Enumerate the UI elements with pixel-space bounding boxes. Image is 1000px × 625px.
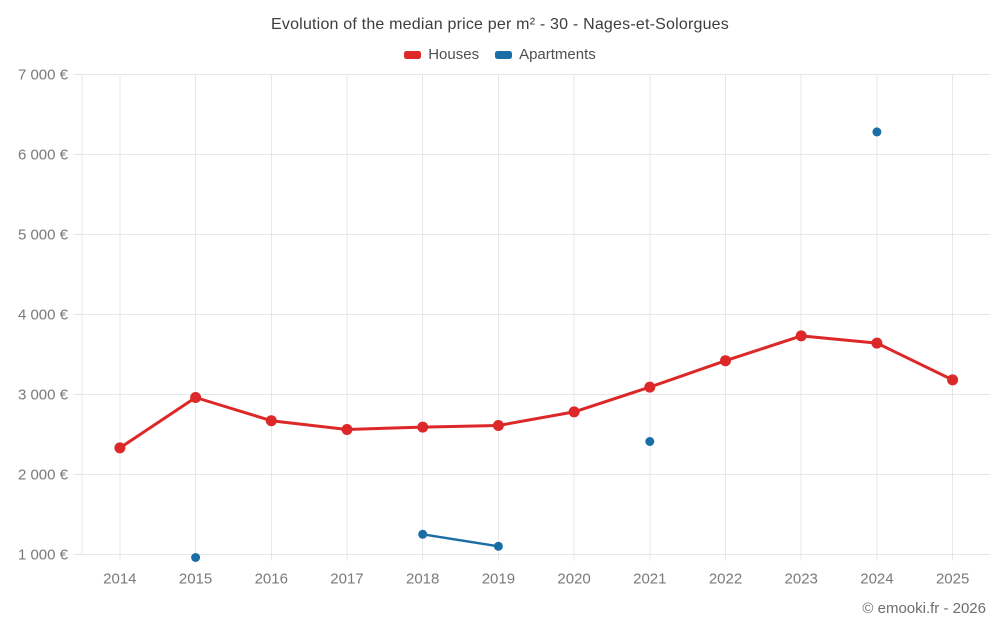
apartments-point-2019[interactable] — [493, 541, 503, 551]
houses-legend-label: Houses — [428, 46, 480, 63]
x-axis-tick-label: 2022 — [709, 571, 742, 588]
houses-point-2020[interactable] — [568, 406, 580, 418]
y-axis-tick-label: 5 000 € — [18, 227, 69, 244]
x-axis-tick-label: 2023 — [785, 571, 818, 588]
x-axis-tick-label: 2019 — [482, 571, 515, 588]
apartments-point-2021[interactable] — [645, 437, 655, 446]
apartments-legend-swatch-icon — [495, 50, 513, 59]
copyright-text: © emooki.fr - 2026 — [862, 600, 986, 617]
x-axis-tick-label: 2024 — [860, 571, 893, 588]
houses-point-2024[interactable] — [871, 337, 883, 349]
houses-point-2018[interactable] — [417, 421, 429, 433]
houses-point-2019[interactable] — [492, 420, 504, 431]
x-axis-tick-label: 2014 — [103, 571, 136, 588]
chart-title: Evolution of the median price per m² - 3… — [271, 16, 729, 33]
x-axis-tick-label: 2020 — [557, 571, 590, 588]
houses-point-2016[interactable] — [265, 415, 277, 427]
houses-series-line — [118, 334, 955, 450]
apartments-point-2024[interactable] — [872, 127, 882, 137]
houses-legend-swatch-icon — [404, 50, 422, 59]
legend-item-houses[interactable]: Houses — [404, 46, 479, 63]
houses-point-2017[interactable] — [341, 424, 353, 435]
houses-point-2015[interactable] — [190, 392, 202, 403]
apartments-point-2015[interactable] — [191, 553, 201, 562]
apartments-point-2018[interactable] — [418, 529, 428, 539]
x-axis-tick-label: 2025 — [936, 571, 969, 588]
houses-point-2014[interactable] — [114, 442, 126, 454]
apartments-legend-label: Apartments — [519, 46, 596, 63]
y-axis-tick-label: 6 000 € — [18, 147, 69, 164]
x-axis-tick-label: 2015 — [179, 571, 212, 588]
y-axis-tick-label: 3 000 € — [18, 387, 69, 404]
y-axis-tick-label: 4 000 € — [18, 307, 69, 324]
chart-legend: Houses Apartments — [0, 46, 1000, 63]
y-axis-tick-label: 2 000 € — [18, 467, 69, 484]
x-axis-tick-label: 2016 — [255, 571, 288, 588]
x-axis-tick-label: 2018 — [406, 571, 439, 588]
houses-point-2022[interactable] — [720, 355, 731, 367]
y-axis-tick-label: 7 000 € — [18, 67, 69, 84]
legend-item-apartments[interactable]: Apartments — [495, 46, 596, 63]
houses-point-2021[interactable] — [644, 381, 656, 393]
y-axis-tick-label: 1 000 € — [18, 547, 69, 564]
x-axis-tick-label: 2021 — [633, 571, 666, 588]
x-axis-tick-label: 2017 — [330, 571, 363, 588]
houses-point-2023[interactable] — [795, 330, 807, 342]
houses-point-2025[interactable] — [947, 374, 959, 386]
